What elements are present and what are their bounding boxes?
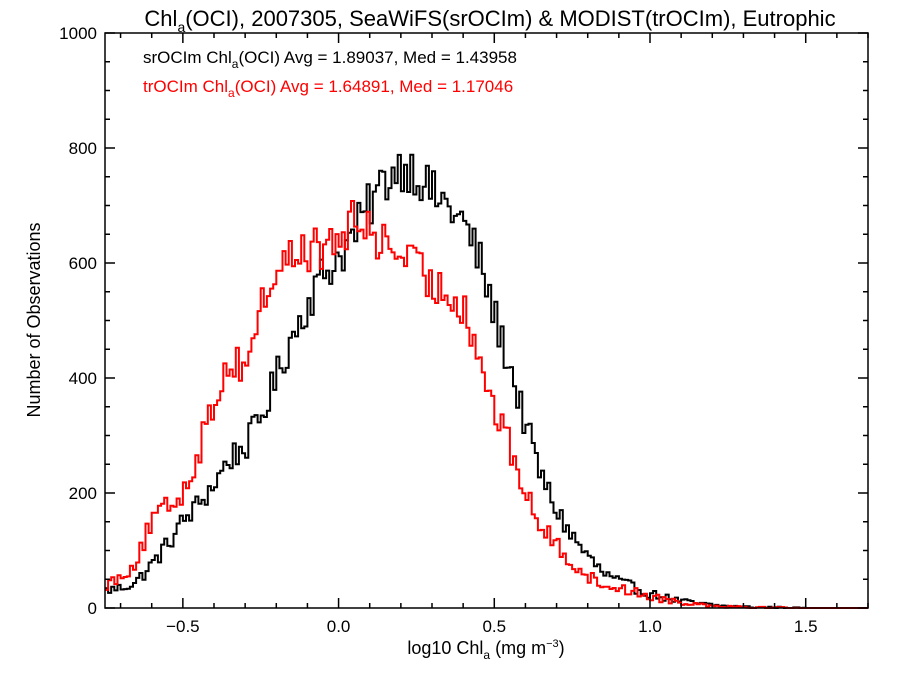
y-axis-label: Number of Observations xyxy=(24,222,44,417)
y-tick-label: 200 xyxy=(69,484,97,503)
series-troclm-line xyxy=(105,200,868,609)
x-tick-label: 1.5 xyxy=(794,617,818,636)
x-tick-label: 0.0 xyxy=(327,617,351,636)
legend-entry-sroclm: srOCIm Chla(OCI) Avg = 1.89037, Med = 1.… xyxy=(143,48,517,71)
y-tick-label: 600 xyxy=(69,254,97,273)
series-sroclm-line xyxy=(105,153,868,609)
chart-title: Chla(OCI), 2007305, SeaWiFS(srOCIm) & MO… xyxy=(144,6,835,35)
plot-frame xyxy=(104,32,869,609)
x-tick-label: 0.5 xyxy=(482,617,506,636)
series-layer xyxy=(105,153,868,609)
y-tick-label: 1000 xyxy=(59,24,97,43)
y-tick-label: 0 xyxy=(88,599,97,618)
x-tick-label: 1.0 xyxy=(638,617,662,636)
x-axis-label: log10 Chla (mg m−3) xyxy=(407,638,564,662)
y-tick-label: 800 xyxy=(69,139,97,158)
y-tick-label: 400 xyxy=(69,369,97,388)
x-tick-label: −0.5 xyxy=(166,617,200,636)
ticks-layer: −0.5 0.0 0.5 1.0 1.5 0 200 400 600 800 1000 xyxy=(59,24,869,636)
legend-entry-troclm: trOCIm Chla(OCI) Avg = 1.64891, Med = 1.… xyxy=(143,77,513,100)
